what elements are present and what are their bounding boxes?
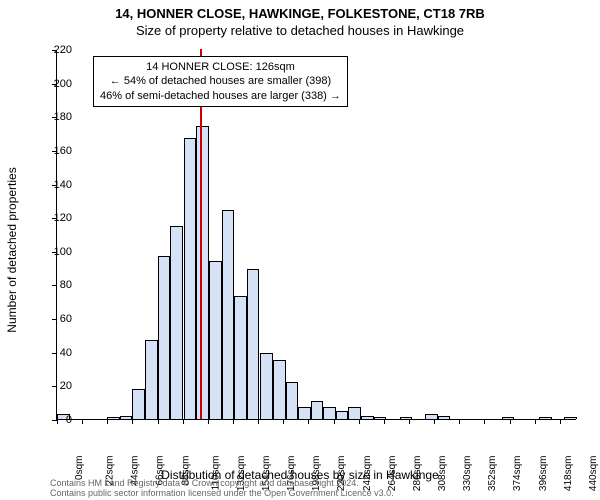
histogram-bar [234,296,247,419]
x-tick [560,419,561,424]
x-tick [384,419,385,424]
histogram-bar [273,360,286,419]
chart-title: 14, HONNER CLOSE, HAWKINGE, FOLKESTONE, … [0,0,600,21]
histogram-bar [222,210,235,419]
histogram-bar [564,417,577,419]
y-tick [52,319,57,320]
y-tick [52,353,57,354]
histogram-bar [298,407,311,419]
histogram-bar [348,407,361,419]
x-tick [459,419,460,424]
plot-wrap: 0sqm22sqm44sqm66sqm88sqm110sqm132sqm154s… [56,50,576,420]
info-box-line: ← 54% of detached houses are smaller (39… [100,74,341,88]
x-tick [510,419,511,424]
x-tick [107,419,108,424]
x-tick [359,419,360,424]
histogram-bar [247,269,260,419]
y-tick-label: 100 [54,246,72,258]
info-box: 14 HONNER CLOSE: 126sqm← 54% of detached… [93,56,348,107]
x-tick [233,419,234,424]
histogram-bar [145,340,158,419]
histogram-bar [425,414,438,419]
plot-area: 0sqm22sqm44sqm66sqm88sqm110sqm132sqm154s… [56,50,576,420]
y-tick [52,386,57,387]
y-tick-label: 120 [54,212,72,224]
histogram-bar [158,256,171,419]
y-axis-label: Number of detached properties [5,167,19,332]
histogram-bar [196,126,209,419]
y-tick-label: 160 [54,145,72,157]
footer-attribution: Contains HM Land Registry data © Crown c… [50,479,394,499]
x-tick [57,419,58,424]
histogram-bar [323,407,336,419]
histogram-bar [374,417,387,419]
histogram-bar [438,416,451,419]
x-tick [434,419,435,424]
histogram-bar [311,401,324,420]
y-tick-label: 60 [60,313,72,325]
x-tick [535,419,536,424]
y-tick-label: 20 [60,380,72,392]
x-tick [208,419,209,424]
y-tick-label: 220 [54,44,72,56]
histogram-bar [170,226,183,419]
y-tick-label: 200 [54,78,72,90]
histogram-bar [539,417,552,419]
histogram-bar [361,416,374,419]
y-tick-label: 40 [60,347,72,359]
histogram-bar [400,417,413,419]
x-tick [183,419,184,424]
histogram-bar [132,389,145,419]
x-tick [484,419,485,424]
x-tick [409,419,410,424]
histogram-bar [209,261,222,419]
x-tick [132,419,133,424]
x-tick [308,419,309,424]
x-tick [258,419,259,424]
histogram-bar [120,416,133,419]
y-tick-label: 180 [54,111,72,123]
histogram-bar [107,417,120,419]
x-tick [82,419,83,424]
x-tick [158,419,159,424]
y-tick-label: 80 [60,279,72,291]
histogram-bar [286,382,299,419]
chart-container: 14, HONNER CLOSE, HAWKINGE, FOLKESTONE, … [0,0,600,500]
y-tick [52,285,57,286]
chart-subtitle: Size of property relative to detached ho… [0,21,600,38]
y-tick-label: 0 [66,414,72,426]
y-tick-label: 140 [54,179,72,191]
footer-line: Contains public sector information licen… [50,489,394,499]
histogram-bar [502,417,515,419]
info-box-line: 14 HONNER CLOSE: 126sqm [100,60,341,74]
histogram-bar [336,411,349,419]
histogram-bar [260,353,273,419]
histogram-bar [184,138,197,419]
x-tick [283,419,284,424]
x-tick [334,419,335,424]
info-box-line: 46% of semi-detached houses are larger (… [100,89,341,103]
